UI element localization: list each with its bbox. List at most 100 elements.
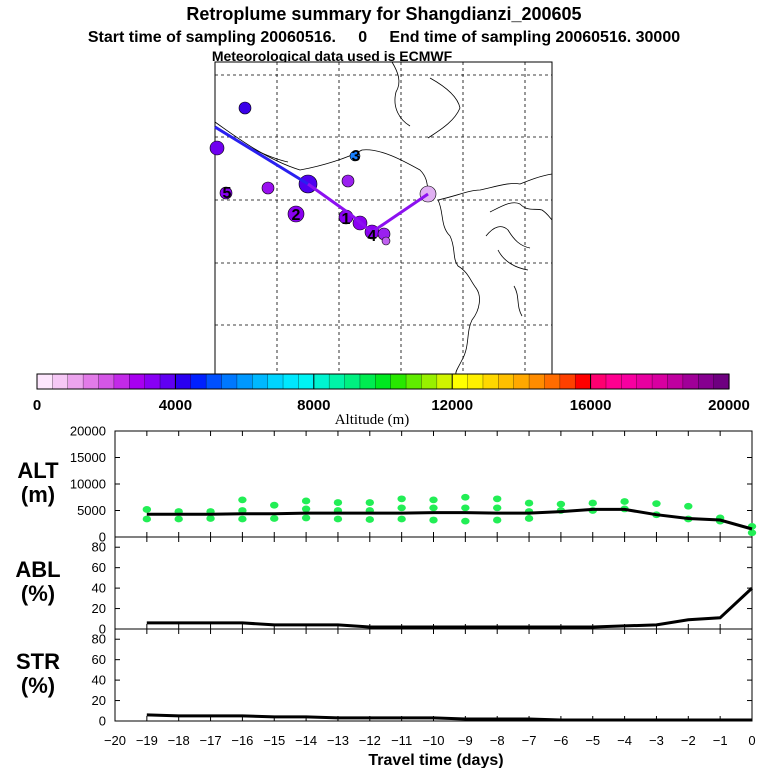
- colorbar-cell: [252, 374, 269, 389]
- altitude-spread-point: [429, 516, 438, 524]
- map-day-marker: 5: [223, 185, 232, 202]
- colorbar-cell: [329, 374, 346, 389]
- x-tick-label: −6: [553, 733, 568, 748]
- altitude-spread-point: [270, 501, 279, 509]
- y-tick-label: 5000: [77, 503, 106, 518]
- colorbar-cell: [267, 374, 284, 389]
- colorbar-cell: [698, 374, 715, 389]
- altitude-spread-point: [333, 499, 343, 506]
- abl-panel: 0 20 40 60 80 ABL(%): [15, 536, 754, 637]
- colorbar-tick-label: 20000: [708, 397, 750, 414]
- mean-track-segment: [307, 182, 429, 234]
- colorbar-cell: [682, 374, 699, 389]
- colorbar-cell: [575, 374, 592, 389]
- colorbar-cell: [513, 374, 530, 389]
- plume-cluster: [349, 150, 361, 162]
- x-tick-label: 0: [748, 733, 755, 748]
- colorbar-cell: [498, 374, 515, 389]
- altitude-spread-point: [142, 506, 152, 513]
- colorbar-cell: [544, 374, 561, 389]
- colorbar-cell: [113, 374, 130, 389]
- colorbar-cell: [83, 374, 100, 389]
- colorbar-cell: [52, 374, 69, 389]
- x-tick-label: −8: [490, 733, 505, 748]
- colorbar-cell: [37, 374, 53, 389]
- plume-cluster: [287, 205, 305, 223]
- x-tick-label: −3: [649, 733, 664, 748]
- travel-time-axis: −20 −19 −18 −17 −16 −15 −14 −13 −12 −11 −10 −9 −8 −7−…: [104, 733, 756, 748]
- altitude-spread-point: [301, 514, 311, 522]
- colorbar-cell: [344, 374, 361, 389]
- sampling-time-line: Start time of sampling 20060516. 0 End t…: [88, 29, 680, 46]
- colorbar-cell: [129, 374, 146, 389]
- altitude-spread-point: [493, 495, 502, 503]
- colorbar-tick-label: 0: [33, 397, 41, 414]
- colorbar-cell: [406, 374, 423, 389]
- panel-label: (%): [21, 673, 55, 698]
- colorbar-cell: [298, 374, 315, 389]
- colorbar-cell: [621, 374, 638, 389]
- altitude-spread-point: [429, 504, 438, 512]
- y-tick-label: 20: [92, 601, 106, 616]
- colorbar-cell: [467, 374, 484, 389]
- altitude-spread-point: [365, 516, 374, 523]
- colorbar-cell: [436, 374, 453, 389]
- y-tick-label: 80: [92, 632, 106, 647]
- colorbar-cell: [359, 374, 376, 389]
- x-tick-label: −16: [231, 733, 253, 748]
- x-tick-label: −15: [263, 733, 285, 748]
- colorbar-cell: [98, 374, 115, 389]
- x-tick-label: −11: [391, 733, 412, 748]
- colorbar-cell: [283, 374, 300, 389]
- y-tick-label: 60: [92, 652, 106, 667]
- altitude-spread-point: [524, 515, 534, 522]
- x-tick-label: −4: [617, 733, 632, 748]
- colorbar-label: Altitude (m): [335, 412, 410, 428]
- colorbar-cell: [605, 374, 622, 389]
- colorbar-cell: [160, 374, 176, 389]
- altitude-spread-point: [238, 496, 247, 504]
- x-tick-label: −18: [168, 733, 190, 748]
- alt-panel: 0 5000 10000 15000 20000 ALT(m): [17, 424, 757, 545]
- colorbar-cell: [529, 374, 546, 389]
- y-tick-label: 0: [99, 714, 106, 729]
- altitude-spread-point: [365, 499, 374, 506]
- y-tick-label: 0: [99, 622, 106, 637]
- x-tick-label: −12: [359, 733, 381, 748]
- altitude-spread-point: [652, 500, 661, 508]
- colorbar-cell: [421, 374, 438, 389]
- altitude-spread-point: [747, 529, 757, 537]
- map-day-marker: 3: [352, 148, 361, 165]
- altitude-colorbar: 0 4000 8000 12000 16000 20000 Altitude (m): [33, 373, 750, 428]
- panel-label: STR: [16, 649, 60, 674]
- altitude-spread-point: [461, 493, 470, 501]
- altitude-spread-point: [461, 504, 470, 512]
- panel-label: (m): [21, 482, 55, 507]
- map-day-marker: 1: [342, 211, 351, 228]
- plume-cluster: [341, 174, 355, 188]
- x-tick-label: −2: [681, 733, 696, 748]
- colorbar-cell: [390, 374, 407, 389]
- altitude-spread-point: [684, 502, 693, 510]
- altitude-spread-point: [461, 517, 470, 525]
- y-tick-label: 40: [92, 673, 106, 688]
- altitude-spread-point: [270, 515, 279, 522]
- altitude-spread-point: [301, 497, 311, 505]
- colorbar-cell: [452, 374, 469, 389]
- altitude-spread-point: [524, 499, 534, 507]
- colorbar-cell: [175, 374, 192, 389]
- plume-cluster: [209, 140, 225, 156]
- y-tick-label: 20000: [70, 424, 106, 439]
- colorbar-cell: [206, 374, 223, 389]
- x-tick-label: −14: [295, 733, 317, 748]
- x-tick-label: −17: [200, 733, 222, 748]
- altitude-spread-point: [493, 516, 502, 524]
- altitude-spread-point: [620, 498, 629, 505]
- colorbar-cell: [713, 374, 730, 389]
- colorbar-cell: [652, 374, 669, 389]
- altitude-spread-point: [238, 507, 247, 514]
- y-tick-label: 0: [99, 530, 106, 545]
- y-tick-label: 60: [92, 560, 106, 575]
